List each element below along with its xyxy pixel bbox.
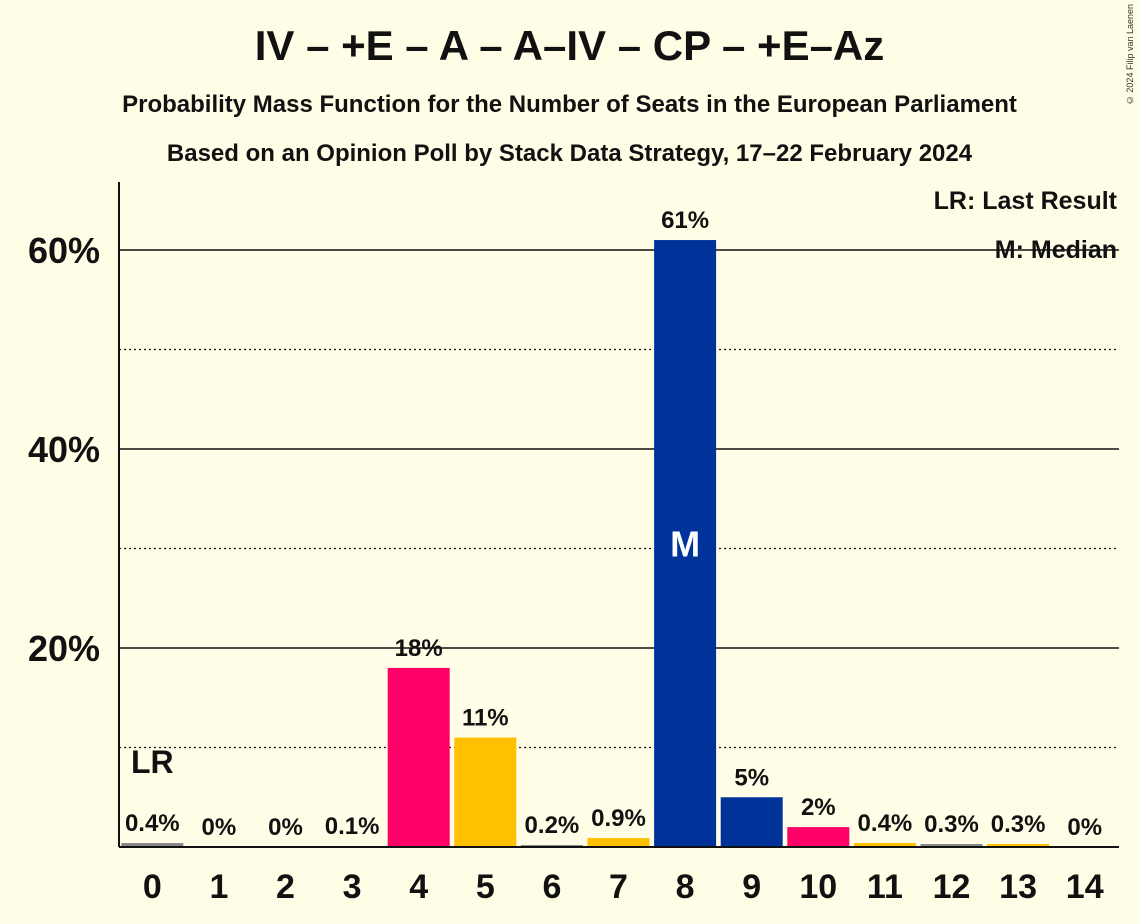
x-tick-label: 8 <box>676 868 695 906</box>
x-tick-label: 14 <box>1066 868 1104 906</box>
x-tick-label: 3 <box>343 868 362 906</box>
bar-seats-10 <box>787 827 850 847</box>
x-tick-label: 2 <box>276 868 295 906</box>
legend-median: M: Median <box>995 236 1117 264</box>
bar-value-label: 0.1% <box>325 813 380 840</box>
y-tick-label: 20% <box>28 628 100 669</box>
bar-value-label: 0.9% <box>591 805 646 832</box>
bar-value-label: 2% <box>801 794 836 821</box>
bar-value-label: 0.3% <box>924 811 979 838</box>
x-tick-label: 4 <box>409 868 428 906</box>
x-tick-label: 13 <box>999 868 1037 906</box>
bar-value-label: 0.4% <box>858 810 913 837</box>
chart-subtitle: Probability Mass Function for the Number… <box>122 91 1017 118</box>
bar-value-label: 0% <box>202 814 237 841</box>
y-tick-label: 40% <box>28 429 100 470</box>
bar-seats-4 <box>387 667 450 847</box>
bar-value-label: 0.3% <box>991 811 1046 838</box>
bar-value-label: 0.4% <box>125 810 180 837</box>
bar-value-label: 0% <box>268 814 303 841</box>
x-tick-label: 7 <box>609 868 628 906</box>
x-tick-label: 11 <box>867 868 903 906</box>
x-tick-label: 10 <box>799 868 837 906</box>
x-tick-label: 0 <box>143 868 162 906</box>
bar-value-label: 18% <box>395 635 443 662</box>
chart-source-line: Based on an Opinion Poll by Stack Data S… <box>166 140 973 167</box>
bar-seats-12 <box>920 844 983 847</box>
bar-value-label: 0% <box>1067 814 1102 841</box>
chart-title: IV – +E – A – A–IV – CP – +E–Az <box>254 22 885 69</box>
last-result-marker: LR <box>131 744 174 780</box>
legend-last-result: LR: Last Result <box>934 187 1118 215</box>
y-tick-label: 60% <box>28 230 100 271</box>
bar-value-label: 5% <box>734 764 769 791</box>
x-tick-label: 12 <box>933 868 971 906</box>
x-tick-label: 9 <box>742 868 761 906</box>
x-tick-label: 6 <box>542 868 561 906</box>
bar-value-label: 61% <box>661 207 709 234</box>
bar-value-label: 0.2% <box>525 812 580 839</box>
bar-seats-13 <box>987 844 1050 847</box>
bar-seats-5 <box>454 737 517 847</box>
bar-seats-9 <box>720 797 783 847</box>
bar-value-label: 11% <box>462 705 509 732</box>
x-tick-label: 5 <box>476 868 495 906</box>
bar-seats-8 <box>654 240 717 848</box>
bar-seats-7 <box>587 838 650 847</box>
bar-seats-11 <box>853 843 916 847</box>
x-tick-label: 1 <box>209 868 228 906</box>
bar-seats-0 <box>121 843 184 847</box>
median-marker: M <box>670 524 700 565</box>
